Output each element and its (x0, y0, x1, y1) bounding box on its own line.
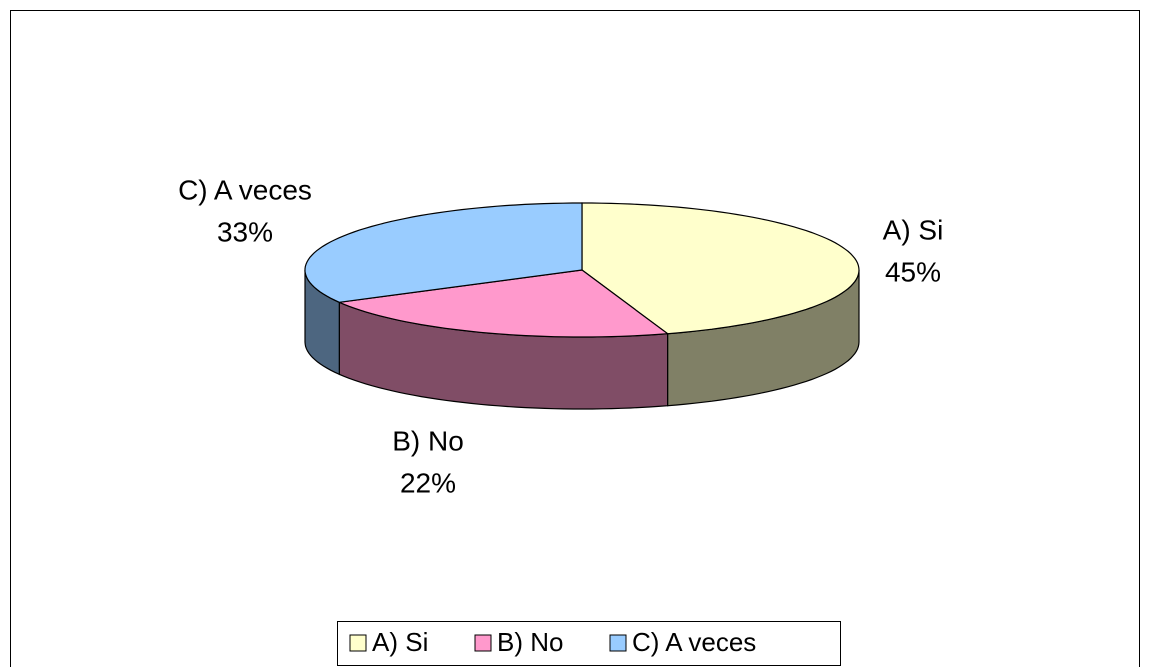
data-label-value: 45% (885, 256, 941, 287)
legend-swatch (474, 634, 492, 652)
legend-swatch (609, 634, 627, 652)
data-label-name: A) Si (883, 214, 944, 245)
data-label-value: 22% (400, 467, 456, 498)
data-label-value: 33% (217, 216, 273, 247)
legend-label: B) No (497, 627, 563, 657)
slice (337, 269, 670, 338)
data-label-name: C) A veces (178, 174, 312, 205)
legend-swatch (349, 634, 367, 652)
slice (581, 202, 860, 335)
legend-box (337, 621, 841, 666)
legend-label: A) Si (372, 627, 428, 657)
data-label-name: B) No (392, 425, 464, 456)
slice (304, 202, 583, 303)
legend-label: C) A veces (632, 627, 756, 657)
